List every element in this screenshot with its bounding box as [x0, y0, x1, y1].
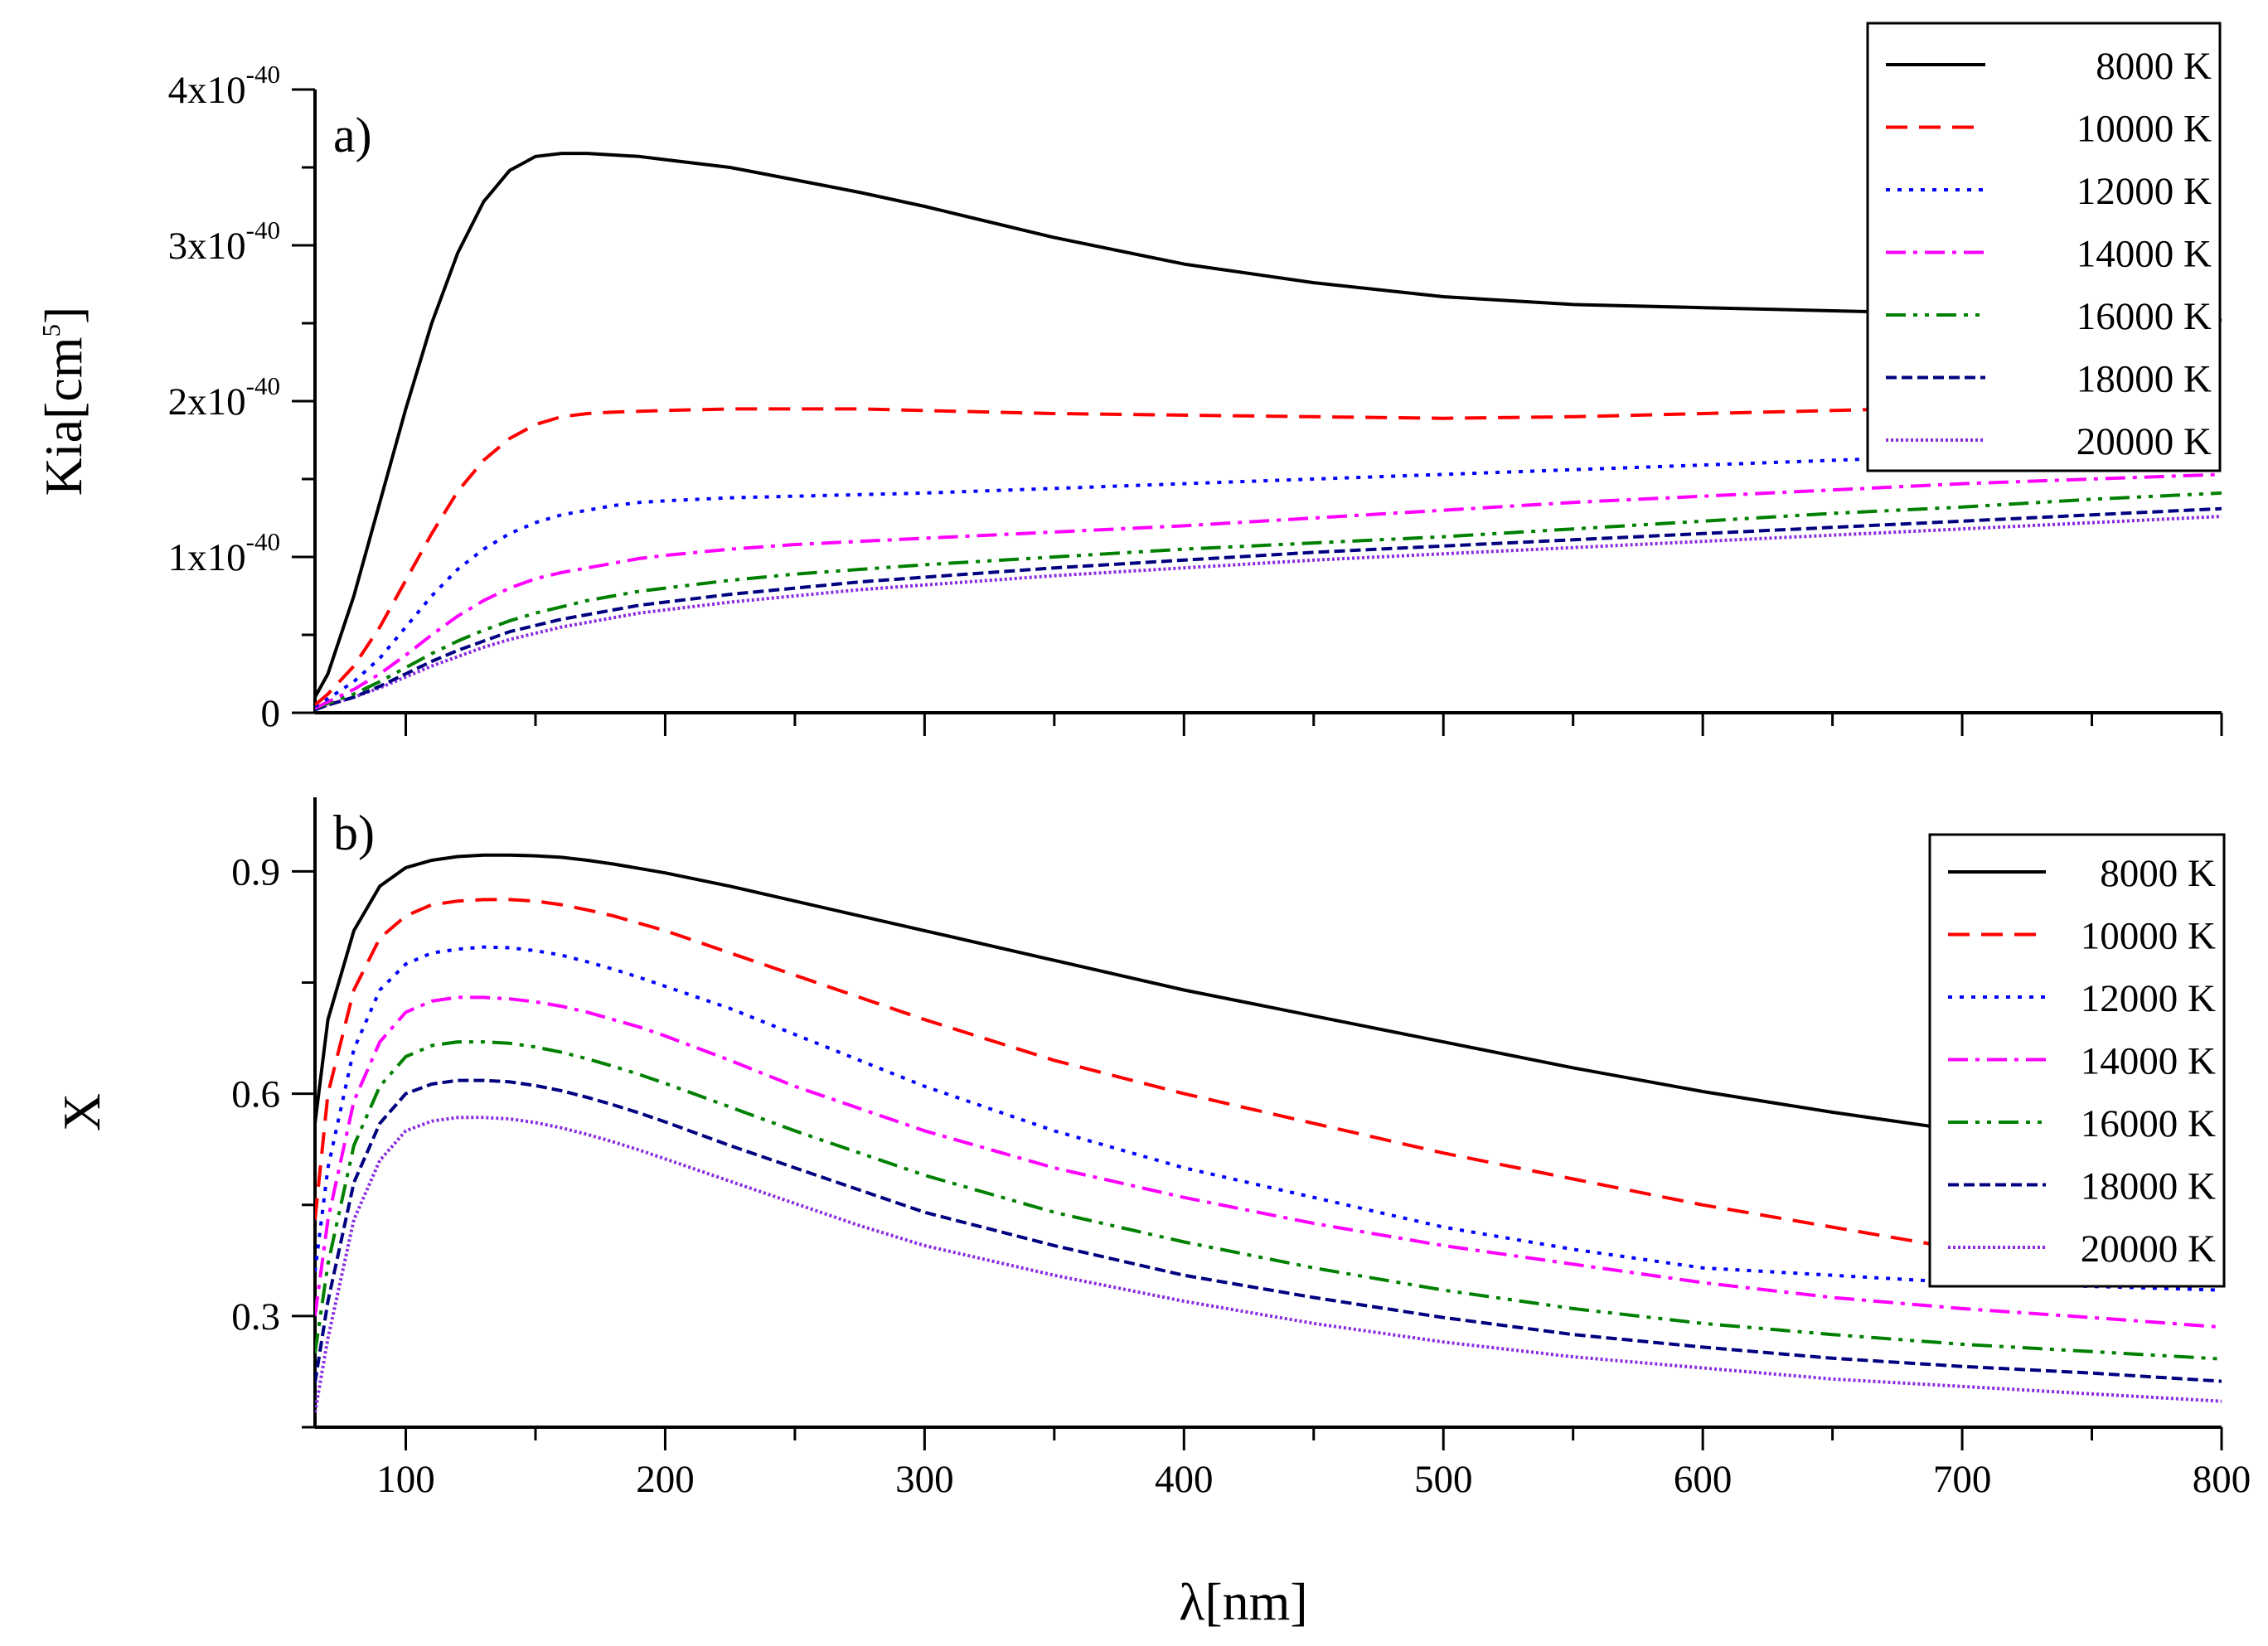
- x-tick-label: 100: [376, 1458, 435, 1501]
- series-line-14000-k: [315, 472, 2222, 710]
- series-line-18000-k: [315, 1078, 2222, 1383]
- y-axis-title: X: [52, 1093, 111, 1131]
- series-line-8000-k: [315, 152, 2222, 699]
- legend-label: 10000 K: [2077, 108, 2212, 151]
- y-tick-label: 0.3: [231, 1295, 280, 1339]
- panel-b: 100 200 300 400 500 600 700 800 0.3 0.6 0.9 Xb) 8000…: [52, 797, 2251, 1501]
- series-line-20000-k: [315, 515, 2222, 712]
- x-tick-label: 200: [636, 1458, 695, 1501]
- series-group: [315, 152, 2222, 712]
- series-line-12000-k: [315, 945, 2222, 1292]
- legend: 8000 K 10000 K 12000 K 14000 K 16000 K 18000 …: [1928, 833, 2226, 1288]
- legend-label: 18000 K: [2077, 358, 2212, 401]
- legend-label: 20000 K: [2077, 420, 2212, 463]
- x-tick-label: 300: [895, 1458, 954, 1501]
- series-line-10000-k: [315, 898, 2222, 1285]
- legend: 8000 K 10000 K 12000 K 14000 K 16000 K 18000 …: [1866, 22, 2222, 472]
- series-line-16000-k: [315, 491, 2222, 710]
- legend-box: [1866, 22, 2222, 472]
- y-tick-label: 4x10-40: [168, 60, 280, 112]
- series-line-10000-k: [315, 399, 2222, 707]
- y-axis-title: Kia[cm5]: [34, 307, 93, 496]
- x-axis-title: λ[nm]: [1179, 1572, 1307, 1631]
- y-tick-label: 0.9: [231, 850, 280, 893]
- y-tick-label: 0: [261, 692, 281, 735]
- series-group: [315, 853, 2222, 1413]
- x-tick-label: 500: [1414, 1458, 1473, 1501]
- panel-label: b): [333, 806, 375, 860]
- y-tick-label: 3x10-40: [168, 215, 280, 268]
- legend-label: 12000 K: [2077, 170, 2212, 213]
- series-line-18000-k: [315, 506, 2222, 712]
- y-tick-label: 1x10-40: [168, 527, 280, 579]
- x-tick-label: 700: [1933, 1458, 1992, 1501]
- legend-label: 12000 K: [2081, 977, 2216, 1020]
- x-tick-label: 400: [1155, 1458, 1214, 1501]
- x-tick-label: 800: [2193, 1458, 2251, 1501]
- legend-label: 14000 K: [2081, 1040, 2216, 1083]
- series-line-8000-k: [315, 853, 2222, 1155]
- legend-label: 16000 K: [2077, 295, 2212, 338]
- panel-a: 0 1x10-40 2x10-40 3x10-40 4x10-40 Kia[cm5] a) 8…: [34, 22, 2223, 736]
- legend-label: 20000 K: [2081, 1227, 2216, 1271]
- legend-label: 8000 K: [2096, 45, 2212, 88]
- legend-label: 8000 K: [2100, 852, 2216, 895]
- panel-label: a): [333, 108, 372, 162]
- x-tick-label: 600: [1674, 1458, 1732, 1501]
- series-line-20000-k: [315, 1116, 2222, 1413]
- legend-label: 10000 K: [2081, 915, 2216, 958]
- series-line-14000-k: [315, 995, 2222, 1329]
- y-tick-label: 0.6: [231, 1073, 280, 1116]
- legend-label: 16000 K: [2081, 1102, 2216, 1145]
- legend-label: 18000 K: [2081, 1165, 2216, 1208]
- series-line-16000-k: [315, 1040, 2222, 1361]
- legend-label: 14000 K: [2077, 233, 2212, 276]
- y-tick-label: 2x10-40: [168, 371, 280, 424]
